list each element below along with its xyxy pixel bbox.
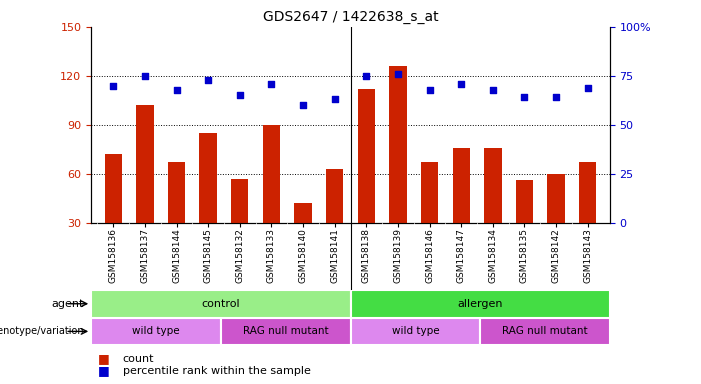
Bar bbox=[221, 318, 350, 345]
Bar bbox=[91, 318, 221, 345]
Bar bbox=[263, 125, 280, 272]
Bar bbox=[200, 133, 217, 272]
Text: allergen: allergen bbox=[458, 299, 503, 309]
Point bbox=[456, 81, 467, 87]
Bar bbox=[579, 162, 597, 272]
Text: count: count bbox=[123, 354, 154, 364]
Bar bbox=[480, 318, 610, 345]
Point bbox=[361, 73, 372, 79]
Point bbox=[424, 86, 435, 93]
Point bbox=[139, 73, 151, 79]
Text: GSM158137: GSM158137 bbox=[140, 228, 149, 283]
Bar bbox=[136, 105, 154, 272]
Point bbox=[171, 86, 182, 93]
Text: GSM158139: GSM158139 bbox=[393, 228, 402, 283]
Point bbox=[582, 84, 593, 91]
Text: GSM158136: GSM158136 bbox=[109, 228, 118, 283]
Bar bbox=[516, 180, 533, 272]
Text: GSM158143: GSM158143 bbox=[583, 228, 592, 283]
Text: RAG null mutant: RAG null mutant bbox=[243, 326, 329, 336]
Text: ■: ■ bbox=[98, 353, 110, 366]
Point bbox=[297, 102, 308, 108]
Text: GSM158133: GSM158133 bbox=[267, 228, 276, 283]
Bar bbox=[294, 203, 312, 272]
Bar bbox=[104, 154, 122, 272]
Text: genotype/variation: genotype/variation bbox=[0, 326, 84, 336]
Text: GSM158138: GSM158138 bbox=[362, 228, 371, 283]
Text: wild type: wild type bbox=[132, 326, 179, 336]
Text: control: control bbox=[201, 299, 240, 309]
Text: GSM158132: GSM158132 bbox=[236, 228, 244, 283]
Bar bbox=[168, 162, 185, 272]
Title: GDS2647 / 1422638_s_at: GDS2647 / 1422638_s_at bbox=[263, 10, 438, 25]
Point bbox=[393, 71, 404, 77]
Bar bbox=[421, 162, 438, 272]
Text: ■: ■ bbox=[98, 364, 110, 377]
Text: wild type: wild type bbox=[392, 326, 439, 336]
Point bbox=[266, 81, 277, 87]
Bar bbox=[453, 148, 470, 272]
Point bbox=[329, 96, 340, 103]
Text: GSM158134: GSM158134 bbox=[489, 228, 497, 283]
Text: GSM158141: GSM158141 bbox=[330, 228, 339, 283]
Point bbox=[487, 86, 498, 93]
Bar bbox=[547, 174, 565, 272]
Point bbox=[234, 92, 245, 98]
Point bbox=[203, 77, 214, 83]
Bar bbox=[326, 169, 343, 272]
Bar bbox=[350, 318, 480, 345]
Bar bbox=[91, 290, 350, 318]
Bar bbox=[350, 290, 610, 318]
Bar bbox=[231, 179, 248, 272]
Point bbox=[108, 83, 119, 89]
Bar bbox=[358, 89, 375, 272]
Text: GSM158142: GSM158142 bbox=[552, 228, 561, 283]
Text: agent: agent bbox=[52, 299, 84, 309]
Point bbox=[550, 94, 562, 101]
Text: GSM158145: GSM158145 bbox=[204, 228, 212, 283]
Text: GSM158135: GSM158135 bbox=[520, 228, 529, 283]
Point bbox=[519, 94, 530, 101]
Text: RAG null mutant: RAG null mutant bbox=[502, 326, 588, 336]
Bar bbox=[389, 66, 407, 272]
Text: GSM158146: GSM158146 bbox=[425, 228, 434, 283]
Bar bbox=[484, 148, 501, 272]
Text: GSM158140: GSM158140 bbox=[299, 228, 308, 283]
Text: GSM158147: GSM158147 bbox=[457, 228, 465, 283]
Text: percentile rank within the sample: percentile rank within the sample bbox=[123, 366, 311, 376]
Text: GSM158144: GSM158144 bbox=[172, 228, 181, 283]
